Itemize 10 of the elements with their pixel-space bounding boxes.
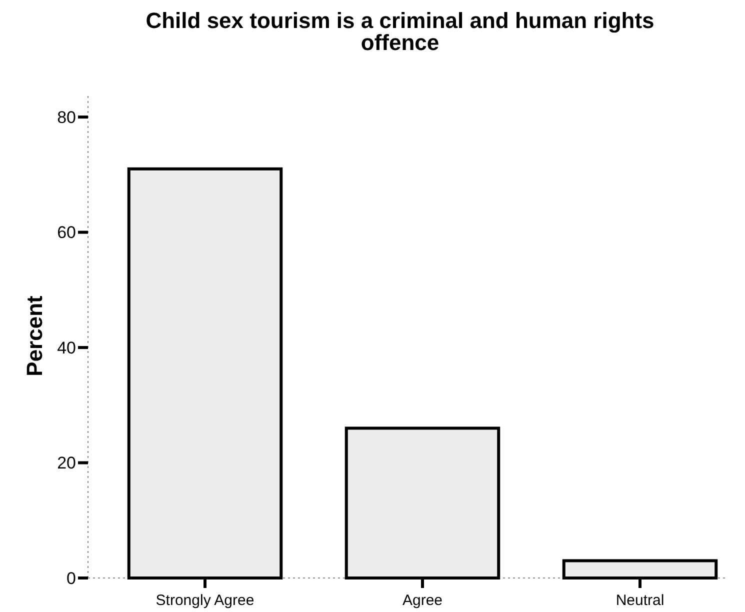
y-tick-label: 40 bbox=[57, 338, 76, 358]
chart-title: Child sex tourism is a criminal and human rights offence bbox=[146, 8, 654, 55]
x-tick-label: Agree bbox=[402, 592, 443, 609]
y-axis-title: Percent bbox=[22, 294, 47, 376]
y-tick-label: 80 bbox=[57, 108, 76, 127]
y-tick-label: 60 bbox=[57, 223, 76, 242]
x-tick-label: Strongly Agree bbox=[156, 592, 254, 609]
y-tick-label: 20 bbox=[57, 454, 76, 473]
y-tick-label: 0 bbox=[66, 568, 76, 588]
x-tick-label: Neutral bbox=[616, 592, 664, 609]
